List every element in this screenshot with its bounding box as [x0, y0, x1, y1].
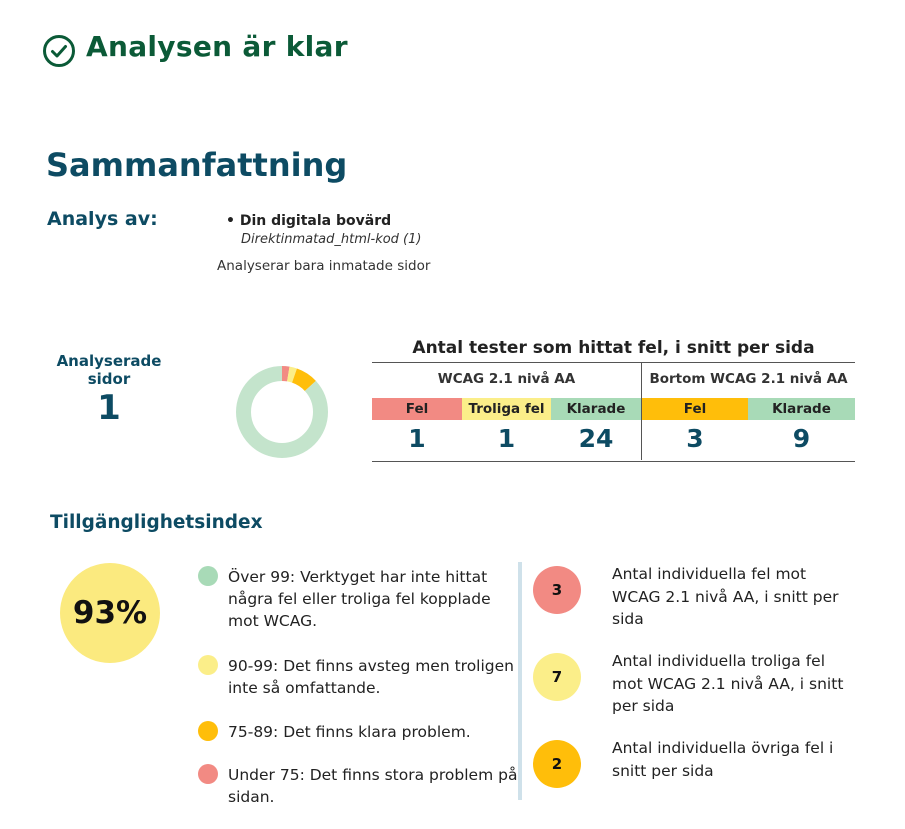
wcag-passed-value: 24 [578, 424, 614, 453]
check-circle-icon [43, 35, 75, 67]
beyond-errors-header: Fel [642, 398, 748, 420]
other-errors-count-value: 2 [551, 755, 563, 773]
probable-errors-count-value: 7 [551, 668, 563, 686]
analyzed-pages-value: 1 [97, 388, 121, 428]
legend-item-90-99: 90-99: Det finns avsteg men troligen int… [228, 657, 514, 697]
page-title: Analysen är klar [86, 30, 348, 63]
errors-count-value: 3 [551, 581, 563, 599]
wcag-errors-value: 1 [408, 424, 426, 453]
other-errors-count-circle: 2 [533, 740, 581, 788]
analysis-label: Analys av: [47, 208, 158, 230]
wcag-probable-errors-header: Troliga fel [462, 398, 551, 420]
beyond-errors-value: 3 [686, 424, 704, 453]
index-score-circle: 93% [60, 563, 160, 663]
legend-item-over-99: Över 99: Verktyget har inte hittat några… [228, 568, 491, 630]
analyzed-pages-label-line2: sidor [87, 370, 131, 388]
legend-orange-dot [198, 721, 218, 741]
index-divider [518, 562, 522, 800]
analysis-note: Analyserar bara inmatade sidor [217, 258, 431, 274]
probable-errors-count-circle: 7 [533, 653, 581, 701]
analyzed-pages-label: Analyserade sidor [44, 352, 174, 388]
wcag-passed-header: Klarade [551, 398, 641, 420]
tests-table [372, 362, 855, 462]
summary-heading: Sammanfattning [46, 146, 348, 184]
tests-table-divider [641, 363, 642, 460]
tests-table-title: Antal tester som hittat fel, i snitt per… [412, 338, 815, 358]
errors-count-text: Antal individuella fel mot WCAG 2.1 nivå… [612, 565, 839, 628]
legend-yellow-dot [198, 655, 218, 675]
index-score-value: 93% [72, 595, 148, 631]
wcag-errors-header: Fel [372, 398, 462, 420]
analyzed-site-item: • Din digitala bovärd [226, 213, 392, 229]
probable-errors-count-text: Antal individuella troliga fel mot WCAG … [612, 652, 844, 715]
index-heading: Tillgänglighetsindex [50, 512, 263, 533]
legend-green-dot [198, 566, 218, 586]
analyzed-pages-label-line1: Analyserade [56, 352, 162, 370]
results-donut-chart [236, 366, 328, 458]
beyond-wcag-group-header: Bortom WCAG 2.1 nivå AA [649, 371, 848, 387]
legend-item-under-75: Under 75: Det finns stora problem på sid… [228, 766, 518, 806]
wcag-probable-errors-value: 1 [497, 424, 516, 453]
donut-segment-3 [236, 366, 328, 458]
other-errors-count-text: Antal individuella övriga fel i snitt pe… [612, 739, 834, 780]
beyond-passed-value: 9 [792, 424, 811, 453]
errors-count-circle: 3 [533, 566, 581, 614]
analyzed-site-source: Direktinmatad_html-kod (1) [241, 232, 422, 247]
beyond-passed-header: Klarade [748, 398, 855, 420]
analyzed-site-name: Din digitala bovärd [239, 213, 392, 229]
wcag-group-header: WCAG 2.1 nivå AA [437, 371, 576, 387]
legend-red-dot [198, 764, 218, 784]
legend-item-75-89: 75-89: Det finns klara problem. [228, 723, 471, 741]
